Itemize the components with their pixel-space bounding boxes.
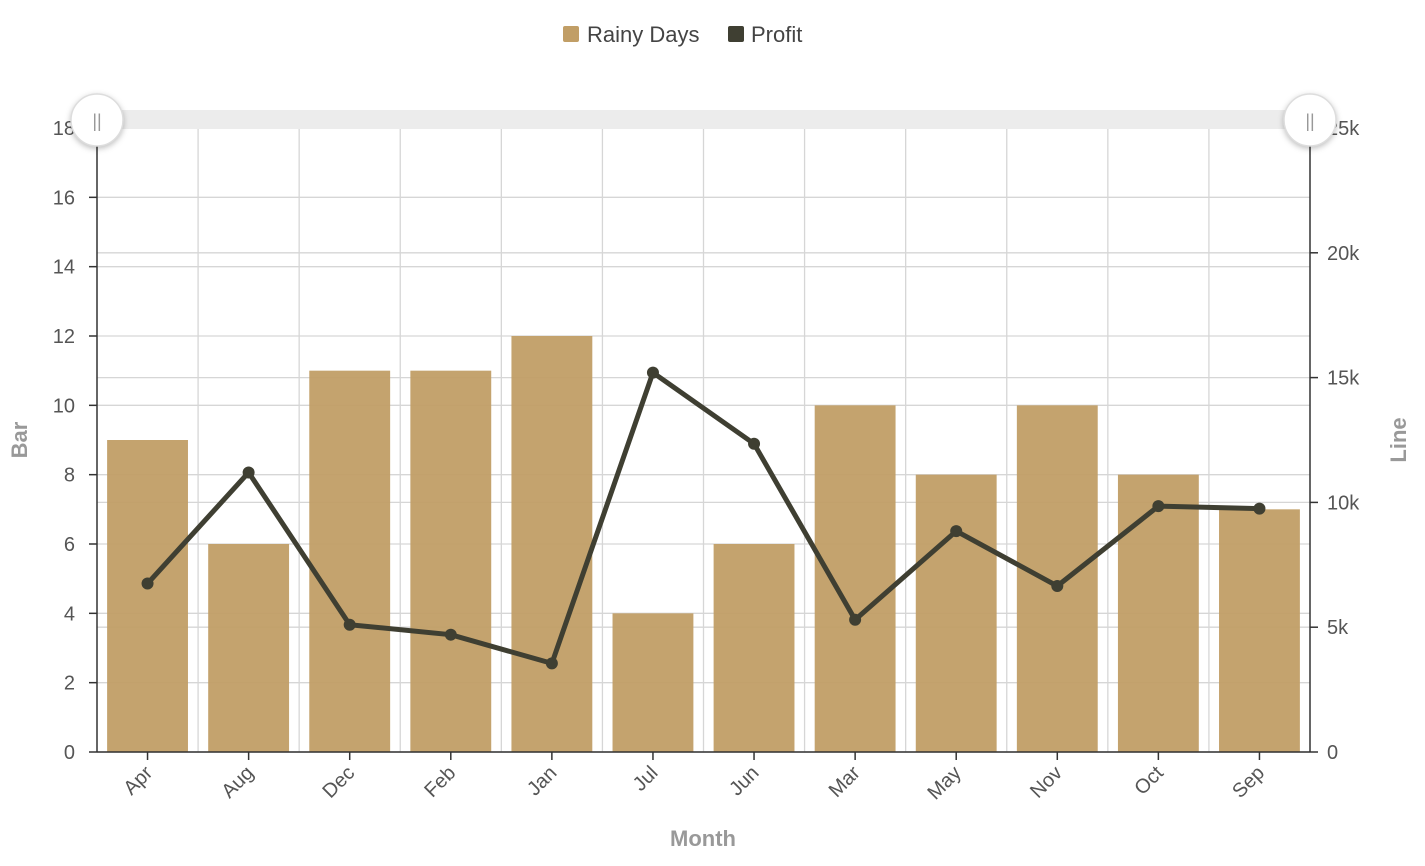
bar-series <box>107 336 1300 752</box>
point-jan <box>545 657 558 670</box>
zoom-handle-end[interactable]: || <box>1283 93 1337 147</box>
point-aug <box>242 466 255 479</box>
x-tick-label-apr: Apr <box>120 762 158 800</box>
point-may <box>950 525 963 538</box>
bar-jul <box>612 613 694 752</box>
point-mar <box>849 613 862 626</box>
y-tick-label: 4 <box>64 603 75 625</box>
point-oct <box>1152 500 1165 513</box>
bar-may <box>915 474 997 752</box>
y2-axis-title: Line <box>1386 417 1411 462</box>
y-tick-label: 18 <box>53 118 75 140</box>
y2-tick-label: 5k <box>1327 617 1349 639</box>
legend-label-profit: Profit <box>751 22 802 47</box>
x-tick-label-jan: Jan <box>523 762 561 800</box>
point-dec <box>343 618 356 631</box>
y-axis-title: Bar <box>7 421 32 458</box>
zoom-slider-track[interactable] <box>97 110 1310 129</box>
y-tick-label: 16 <box>53 187 75 209</box>
legend-item-profit[interactable]: Profit <box>728 22 802 47</box>
bar-nov <box>1016 405 1098 752</box>
y-tick-label: 2 <box>64 673 75 695</box>
bar-dec <box>309 370 391 752</box>
zoom-handle-grip: || <box>92 111 101 131</box>
zoom-handle-knob <box>70 93 124 147</box>
x-tick-label-jul: Jul <box>629 762 663 796</box>
x-axis-title: Month <box>670 826 736 851</box>
legend-label-rainy-days: Rainy Days <box>587 22 699 47</box>
y2-tick-label: 20k <box>1327 243 1360 265</box>
x-tick-label-aug: Aug <box>217 762 258 803</box>
legend-swatch-profit <box>728 26 744 42</box>
bar-jan <box>511 336 593 752</box>
legend-swatch-rainy-days <box>563 26 579 42</box>
x-tick-label-dec: Dec <box>319 762 360 803</box>
bar-jun <box>713 544 795 752</box>
point-apr <box>141 577 154 590</box>
legend-item-rainy-days[interactable]: Rainy Days <box>563 22 699 47</box>
bar-aug <box>208 544 290 752</box>
y-tick-label: 6 <box>64 534 75 556</box>
bar-mar <box>814 405 896 752</box>
y-tick-label: 8 <box>64 465 75 487</box>
x-tick-label-feb: Feb <box>420 762 460 802</box>
zoom-handle-start[interactable]: || <box>70 93 124 147</box>
legend: Rainy Days Profit <box>563 22 802 47</box>
bar-feb <box>410 370 492 752</box>
bar-oct <box>1117 474 1199 752</box>
zoom-handle-knob <box>1283 93 1337 147</box>
point-nov <box>1051 580 1064 593</box>
line-series <box>141 366 1266 670</box>
y-tick-label: 0 <box>64 742 75 764</box>
point-jun <box>748 437 761 450</box>
y2-tick-label: 15k <box>1327 368 1360 390</box>
x-tick-label-oct: Oct <box>1130 762 1168 800</box>
y-tick-label: 12 <box>53 326 75 348</box>
y-tick-label: 10 <box>53 395 75 417</box>
x-tick-label-mar: Mar <box>825 762 865 802</box>
zoom-handle-grip: || <box>1305 111 1314 131</box>
x-tick-label-jun: Jun <box>725 762 763 800</box>
bar-apr <box>107 440 188 752</box>
profit-line <box>145 370 1262 666</box>
y-tick-label: 14 <box>53 257 75 279</box>
y2-tick-label: 10k <box>1327 492 1360 514</box>
x-tick-label-nov: Nov <box>1026 762 1067 803</box>
point-feb <box>444 628 457 641</box>
x-tick-label-may: May <box>923 762 965 804</box>
bar-sep <box>1219 509 1300 752</box>
y2-tick-label: 0 <box>1327 742 1338 764</box>
point-sep <box>1253 502 1266 515</box>
point-jul <box>646 366 659 379</box>
zoom-slider[interactable]: || || <box>70 93 1337 147</box>
x-tick-label-sep: Sep <box>1228 762 1269 803</box>
